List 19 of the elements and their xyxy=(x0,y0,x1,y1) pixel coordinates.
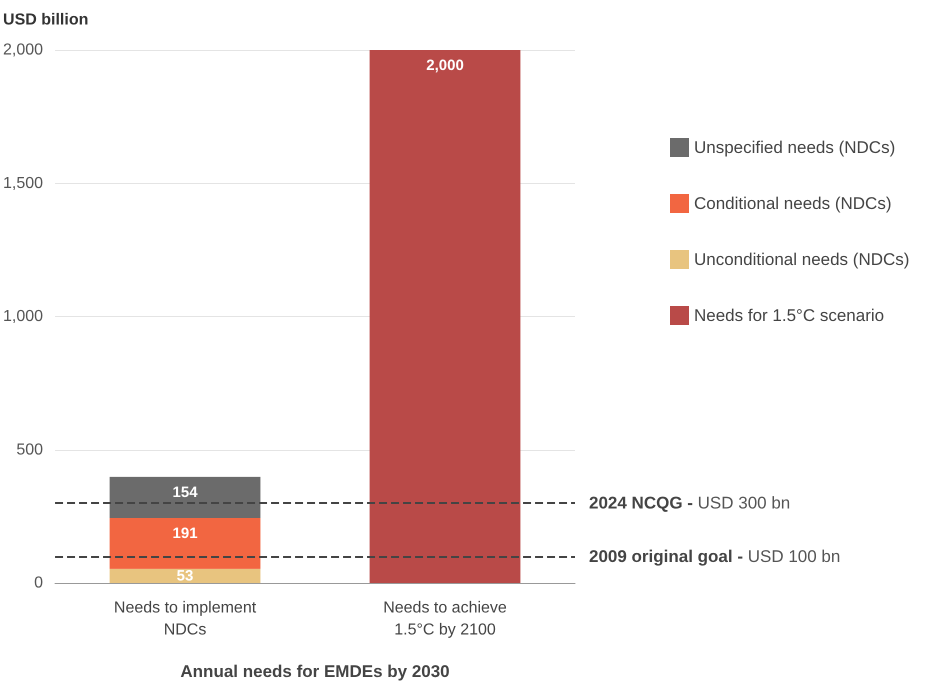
x-axis-title: Annual needs for EMDEs by 2030 xyxy=(180,662,450,681)
y-axis-title: USD billion xyxy=(3,12,88,28)
data-label: 154 xyxy=(172,484,198,501)
x-tick-label: Needs to implement NDCs xyxy=(114,600,257,638)
y-tick-label: 500 xyxy=(16,441,44,458)
legend-label: Conditional needs (NDCs) xyxy=(694,194,892,213)
data-label: 53 xyxy=(176,567,194,584)
x-tick-label: Needs to achieve 1.5°C by 2100 xyxy=(383,600,507,638)
y-tick-label: 0 xyxy=(34,574,44,592)
legend-label: Unspecified needs (NDCs) xyxy=(694,138,896,157)
legend-label: Needs for 1.5°C scenario xyxy=(694,306,884,325)
y-tick-label: 2,000 xyxy=(2,42,44,58)
ref-line-label: 2009 original goal - USD 100 bn xyxy=(589,546,840,566)
data-label: 191 xyxy=(172,524,198,542)
y-tick-label: 1,000 xyxy=(2,308,44,325)
y-tick-label: 1,500 xyxy=(2,174,44,192)
ref-line-label: 2024 NCQG - USD 300 bn xyxy=(589,494,790,513)
data-label: 2,000 xyxy=(426,57,464,74)
legend-label: Unconditional needs (NDCs) xyxy=(694,250,910,269)
